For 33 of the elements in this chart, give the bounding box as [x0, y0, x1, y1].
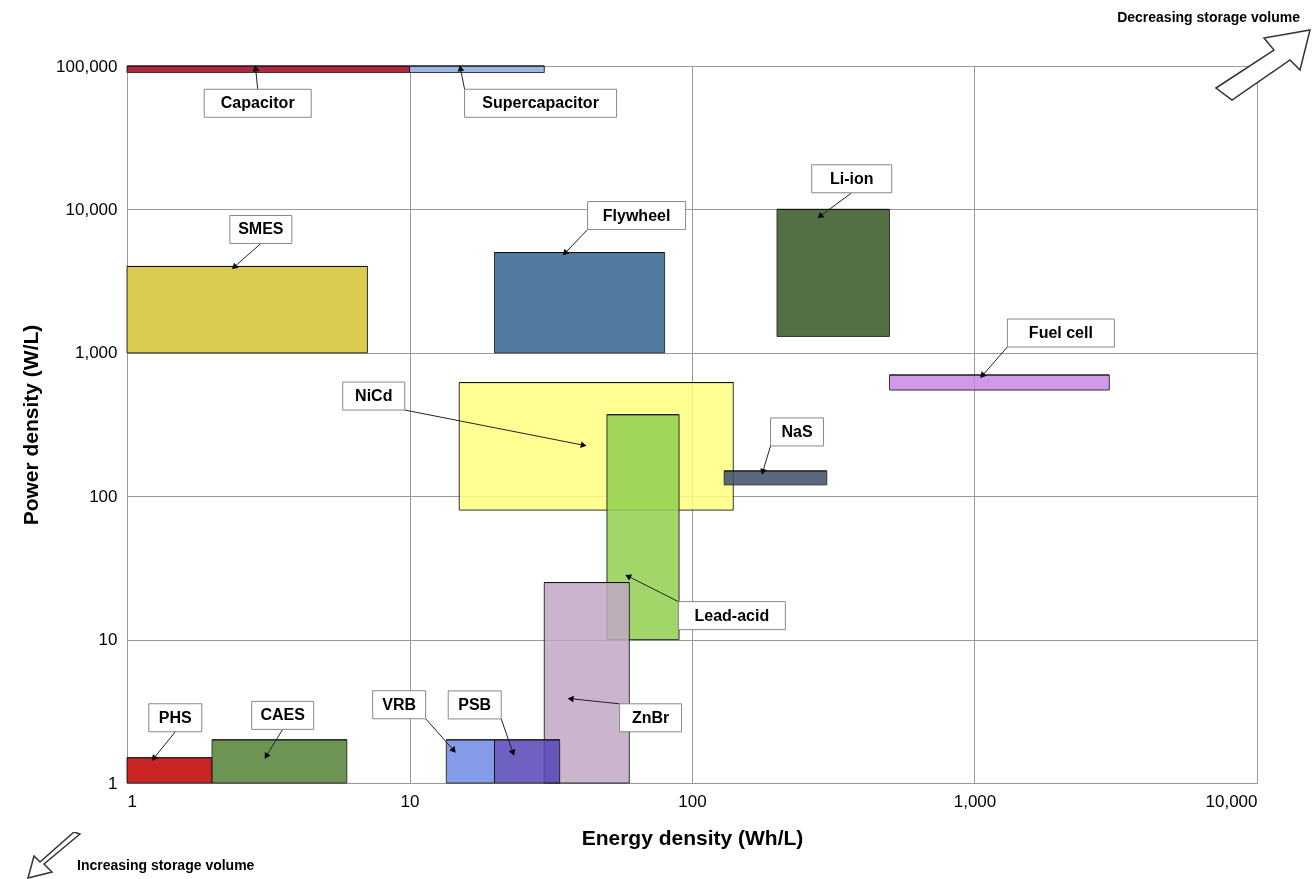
series-label: Li-ion	[829, 169, 874, 187]
y-tick-label: 1	[108, 773, 118, 793]
series-label: Supercapacitor	[482, 94, 599, 112]
bar	[126, 265, 368, 354]
x-tick-label: 1,000	[953, 791, 997, 811]
y-axis-title: Power density (W/L)	[19, 324, 43, 526]
series-label: ZnBr	[631, 708, 670, 726]
series-label: PHS	[158, 708, 193, 726]
series-label: SMES	[238, 220, 284, 238]
y-tick-label: 100,000	[56, 56, 118, 76]
text: Decreasing storage volume	[1117, 9, 1301, 25]
series-label: Flywheel	[602, 206, 671, 224]
y-tick-label: 100	[89, 486, 118, 506]
series-label: PSB	[458, 695, 492, 713]
x-axis-title: Energy density (Wh/L)	[581, 825, 804, 849]
text: VRB	[382, 695, 417, 713]
bar	[888, 374, 1110, 391]
series-label: Lead-acid	[694, 606, 770, 624]
text: NiCd	[355, 387, 393, 405]
series-label: NaS	[781, 422, 813, 440]
series-label: Capacitor	[220, 94, 295, 112]
y-tick-label: 1,000	[74, 343, 118, 363]
x-tick-label: 1	[127, 791, 137, 811]
series-label: CAES	[260, 706, 306, 724]
x-tick-label: 10,000	[1205, 791, 1258, 811]
text: Fuel cell	[1028, 324, 1093, 342]
text: Increasing storage volume	[77, 857, 255, 873]
bar	[494, 252, 666, 354]
x-tick-label: 10	[400, 791, 420, 811]
y-tick-label: 10	[98, 630, 118, 650]
x-tick-label: 100	[678, 791, 707, 811]
bar	[776, 208, 890, 337]
y-tick-label: 10,000	[65, 199, 118, 219]
